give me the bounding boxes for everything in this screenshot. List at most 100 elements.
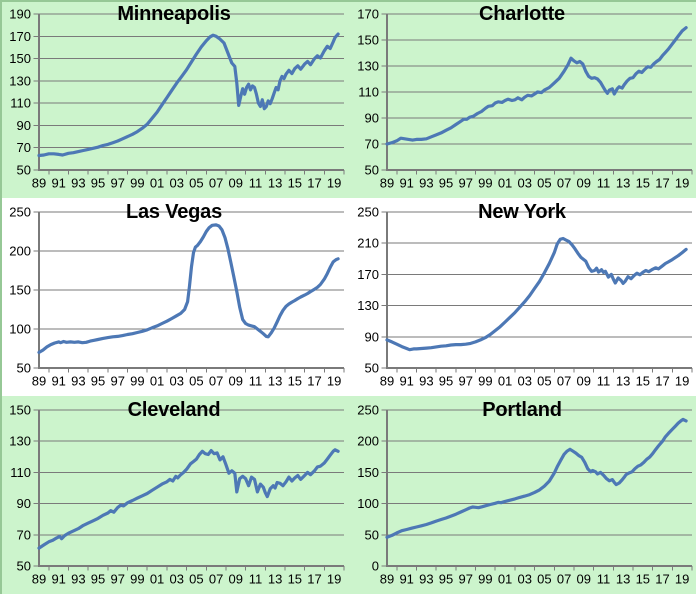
x-tick-label: 93 bbox=[71, 176, 85, 191]
x-tick-label: 91 bbox=[51, 374, 65, 389]
chart-cleveland: Cleveland 150 130 110 90 70 50 89 91 93 95 97 99 01 0… bbox=[0, 396, 348, 594]
x-tick-label: 19 bbox=[327, 176, 341, 191]
x-tick-label: 17 bbox=[307, 572, 321, 587]
y-tick-label: 200 bbox=[9, 244, 31, 259]
x-tick-label: 03 bbox=[518, 176, 532, 191]
x-tick-label: 05 bbox=[189, 176, 203, 191]
x-tick-label: 11 bbox=[249, 572, 263, 587]
chart-title-cleveland: Cleveland bbox=[127, 399, 221, 421]
x-tick-label: 03 bbox=[170, 374, 184, 389]
x-tick-label: 99 bbox=[130, 572, 144, 587]
x-tick-label: 07 bbox=[209, 176, 223, 191]
x-tick-label: 95 bbox=[439, 572, 453, 587]
y-tick-label: 0 bbox=[372, 559, 379, 574]
x-tick-label: 99 bbox=[130, 374, 144, 389]
y-tick-label: 90 bbox=[17, 496, 31, 511]
y-tick-label: 170 bbox=[357, 7, 379, 22]
x-tick-label: 05 bbox=[537, 176, 551, 191]
x-tick-label: 15 bbox=[636, 374, 650, 389]
x-tick-label: 03 bbox=[170, 572, 184, 587]
y-tick-label: 150 bbox=[9, 403, 31, 418]
x-tick-label: 11 bbox=[597, 572, 611, 587]
x-tick-label: 95 bbox=[439, 374, 453, 389]
y-tick-label: 130 bbox=[357, 59, 379, 74]
x-tick-label: 91 bbox=[399, 176, 413, 191]
y-tick-label: 250 bbox=[357, 205, 379, 220]
x-tick-label: 01 bbox=[498, 374, 512, 389]
y-tick-label: 190 bbox=[9, 7, 31, 22]
x-tick-label: 99 bbox=[478, 572, 492, 587]
portland-plot: 250 200 150 100 50 089 91 93 95 97 99 01 03 05 07 09 11 1… bbox=[357, 403, 693, 587]
y-tick-label: 70 bbox=[365, 137, 379, 152]
price-index-series-line bbox=[385, 26, 688, 146]
x-tick-label: 01 bbox=[498, 176, 512, 191]
y-tick-label: 150 bbox=[357, 465, 379, 480]
x-tick-label: 13 bbox=[268, 572, 282, 587]
y-tick-label: 210 bbox=[357, 236, 379, 251]
x-tick-label: 15 bbox=[288, 572, 302, 587]
x-tick-label: 17 bbox=[655, 176, 669, 191]
x-tick-label: 19 bbox=[327, 572, 341, 587]
x-tick-label: 17 bbox=[307, 176, 321, 191]
x-tick-label: 89 bbox=[380, 374, 394, 389]
y-tick-label: 130 bbox=[9, 434, 31, 449]
x-tick-label: 11 bbox=[249, 374, 263, 389]
x-tick-label: 07 bbox=[557, 176, 571, 191]
price-index-series-line bbox=[37, 32, 340, 158]
y-tick-label: 110 bbox=[10, 96, 31, 111]
y-tick-label: 130 bbox=[9, 73, 31, 88]
x-tick-label: 93 bbox=[419, 572, 433, 587]
y-tick-label: 50 bbox=[365, 527, 379, 542]
y-tick-label: 130 bbox=[357, 298, 379, 313]
x-tick-label: 17 bbox=[655, 374, 669, 389]
x-tick-label: 91 bbox=[51, 572, 65, 587]
x-tick-label: 19 bbox=[675, 374, 689, 389]
x-tick-label: 09 bbox=[577, 572, 591, 587]
y-tick-label: 250 bbox=[9, 205, 31, 220]
chart-new-york: New York 250 210 170 130 90 50 89 91 93 95 97 99 01 0… bbox=[348, 198, 696, 396]
x-tick-label: 07 bbox=[209, 374, 223, 389]
price-index-series-line bbox=[37, 223, 340, 354]
chart-title-las-vegas: Las Vegas bbox=[125, 201, 223, 223]
y-tick-label: 100 bbox=[357, 496, 379, 511]
x-tick-label: 15 bbox=[288, 176, 302, 191]
y-tick-label: 90 bbox=[17, 118, 31, 133]
x-tick-label: 89 bbox=[32, 374, 46, 389]
x-tick-label: 09 bbox=[229, 176, 243, 191]
y-tick-label: 50 bbox=[17, 361, 31, 376]
y-tick-label: 110 bbox=[10, 465, 31, 480]
x-tick-label: 97 bbox=[458, 374, 472, 389]
x-tick-label: 01 bbox=[150, 374, 164, 389]
x-tick-label: 97 bbox=[458, 176, 472, 191]
x-tick-label: 17 bbox=[307, 374, 321, 389]
chart-charlotte: Charlotte 170 150 130 110 90 70 50 89 91 93 95 97 99… bbox=[348, 0, 696, 198]
x-tick-label: 93 bbox=[71, 572, 85, 587]
frame-left-border bbox=[0, 0, 2, 594]
x-tick-label: 05 bbox=[189, 374, 203, 389]
x-tick-label: 15 bbox=[636, 176, 650, 191]
x-tick-label: 99 bbox=[478, 374, 492, 389]
x-tick-label: 13 bbox=[616, 374, 630, 389]
y-tick-label: 50 bbox=[17, 163, 31, 178]
y-tick-label: 50 bbox=[17, 559, 31, 574]
y-tick-label: 200 bbox=[357, 434, 379, 449]
price-index-series-line bbox=[385, 236, 688, 352]
x-tick-label: 95 bbox=[439, 176, 453, 191]
chart-title-new-york: New York bbox=[478, 201, 566, 223]
x-tick-label: 95 bbox=[91, 374, 105, 389]
y-tick-label: 50 bbox=[365, 361, 379, 376]
x-tick-label: 15 bbox=[636, 572, 650, 587]
chart-title-charlotte: Charlotte bbox=[479, 3, 565, 25]
x-tick-label: 09 bbox=[229, 374, 243, 389]
x-tick-label: 09 bbox=[229, 572, 243, 587]
x-tick-label: 95 bbox=[91, 572, 105, 587]
y-tick-label: 170 bbox=[9, 29, 31, 44]
x-tick-label: 19 bbox=[327, 374, 341, 389]
x-tick-label: 07 bbox=[209, 572, 223, 587]
x-tick-label: 93 bbox=[71, 374, 85, 389]
x-tick-label: 91 bbox=[399, 572, 413, 587]
y-tick-label: 100 bbox=[9, 322, 31, 337]
